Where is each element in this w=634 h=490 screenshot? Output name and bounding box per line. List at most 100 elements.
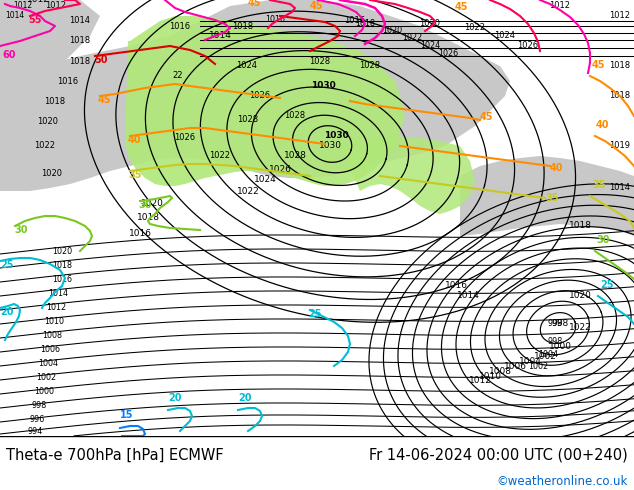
- Text: 1016: 1016: [52, 274, 72, 284]
- Text: 45: 45: [310, 1, 323, 11]
- Text: 1028: 1028: [238, 116, 259, 124]
- Text: 998: 998: [32, 400, 48, 410]
- Text: 1016: 1016: [265, 16, 285, 24]
- Text: 45: 45: [592, 60, 605, 70]
- Text: 60: 60: [316, 0, 330, 2]
- Text: 1016: 1016: [169, 23, 191, 31]
- Text: 30: 30: [14, 225, 27, 235]
- Text: 1020: 1020: [41, 170, 63, 178]
- Text: 30: 30: [138, 200, 152, 210]
- Text: 1008: 1008: [42, 330, 62, 340]
- Text: 1016: 1016: [58, 76, 79, 85]
- Text: 45: 45: [480, 112, 493, 122]
- Text: 1022: 1022: [465, 24, 486, 32]
- Text: 1014: 1014: [48, 289, 68, 297]
- Text: 1012: 1012: [469, 375, 491, 385]
- Text: 994: 994: [28, 426, 43, 436]
- Text: 45: 45: [98, 95, 112, 105]
- Text: 1020: 1020: [382, 26, 402, 35]
- Text: 1014: 1014: [456, 292, 479, 300]
- Text: 1020: 1020: [569, 292, 592, 300]
- Text: 1004: 1004: [538, 349, 558, 359]
- Text: 1014: 1014: [209, 31, 231, 41]
- Text: 1030: 1030: [318, 141, 342, 149]
- Text: 1006: 1006: [40, 344, 60, 353]
- Text: 1000: 1000: [548, 342, 571, 350]
- Text: 1012: 1012: [13, 1, 32, 10]
- Text: ©weatheronline.co.uk: ©weatheronline.co.uk: [496, 475, 628, 489]
- Text: 60: 60: [538, 0, 552, 2]
- Text: 1012: 1012: [27, 0, 49, 4]
- Text: 1018: 1018: [569, 221, 592, 230]
- Text: 1004: 1004: [38, 359, 58, 368]
- Polygon shape: [340, 136, 475, 214]
- Text: 65: 65: [338, 0, 353, 2]
- Text: 1016: 1016: [129, 228, 152, 238]
- Text: 1024: 1024: [420, 42, 440, 50]
- Text: 1000: 1000: [34, 387, 54, 395]
- Text: 55: 55: [268, 0, 281, 2]
- Text: 60: 60: [2, 50, 15, 60]
- Text: 1012: 1012: [550, 1, 571, 10]
- Text: 1018: 1018: [70, 36, 91, 46]
- Text: 1018: 1018: [609, 92, 631, 100]
- Text: 1014: 1014: [609, 183, 630, 193]
- Text: 1028: 1028: [359, 62, 380, 71]
- Text: Fr 14-06-2024 00:00 UTC (00+240): Fr 14-06-2024 00:00 UTC (00+240): [369, 447, 628, 463]
- Polygon shape: [460, 156, 634, 236]
- Polygon shape: [0, 0, 510, 191]
- Text: 1016: 1016: [344, 17, 366, 25]
- Text: 22: 22: [172, 72, 183, 80]
- Text: 1024: 1024: [254, 175, 276, 185]
- Text: 1024: 1024: [495, 31, 515, 41]
- Text: 30: 30: [596, 235, 609, 245]
- Text: 1016: 1016: [444, 281, 467, 291]
- Text: 1026: 1026: [249, 92, 271, 100]
- Text: 25: 25: [0, 260, 13, 270]
- Text: 35: 35: [128, 170, 141, 180]
- Text: 1018: 1018: [136, 214, 160, 222]
- Text: 20: 20: [0, 307, 13, 317]
- Text: 1012: 1012: [46, 1, 67, 10]
- Text: 40: 40: [550, 163, 564, 173]
- Text: 1014: 1014: [5, 11, 24, 21]
- Text: 1012: 1012: [609, 11, 630, 21]
- Text: 1006: 1006: [503, 362, 526, 370]
- Text: 1026: 1026: [269, 165, 292, 173]
- Polygon shape: [0, 0, 100, 176]
- Text: 55: 55: [368, 0, 382, 2]
- Text: 1028: 1028: [309, 56, 330, 66]
- Text: 1018: 1018: [233, 23, 254, 31]
- Text: 1002: 1002: [534, 351, 557, 361]
- Text: 1014: 1014: [70, 17, 91, 25]
- Text: 1028: 1028: [285, 112, 306, 121]
- Text: 1024: 1024: [236, 62, 257, 71]
- Text: 1020: 1020: [141, 199, 164, 209]
- Text: 55: 55: [28, 15, 41, 25]
- Text: 25: 25: [308, 309, 321, 319]
- Text: 15: 15: [120, 410, 134, 420]
- Text: 1026: 1026: [174, 133, 195, 143]
- Text: Theta-e 700hPa [hPa] ECMWF: Theta-e 700hPa [hPa] ECMWF: [6, 447, 224, 463]
- Text: 996: 996: [30, 415, 45, 423]
- Text: 1022: 1022: [402, 33, 422, 43]
- Text: 45: 45: [248, 0, 261, 8]
- Text: 25: 25: [600, 280, 614, 290]
- Text: 1008: 1008: [489, 367, 512, 375]
- Text: 1004: 1004: [519, 357, 541, 366]
- Text: 1018: 1018: [52, 261, 72, 270]
- Text: 1018: 1018: [609, 62, 631, 71]
- Text: 1020: 1020: [52, 246, 72, 255]
- Text: 1018: 1018: [355, 20, 375, 28]
- Text: 1020: 1020: [37, 118, 58, 126]
- Polygon shape: [125, 16, 405, 186]
- Text: 1020: 1020: [420, 20, 441, 28]
- Text: 1026: 1026: [517, 42, 538, 50]
- Text: 1010: 1010: [479, 371, 501, 381]
- Text: 50: 50: [94, 55, 108, 65]
- Text: 1022: 1022: [236, 187, 259, 196]
- Text: 1030: 1030: [323, 131, 348, 141]
- Text: 20: 20: [168, 393, 181, 403]
- Text: 35: 35: [592, 180, 605, 190]
- Text: 60: 60: [168, 0, 181, 2]
